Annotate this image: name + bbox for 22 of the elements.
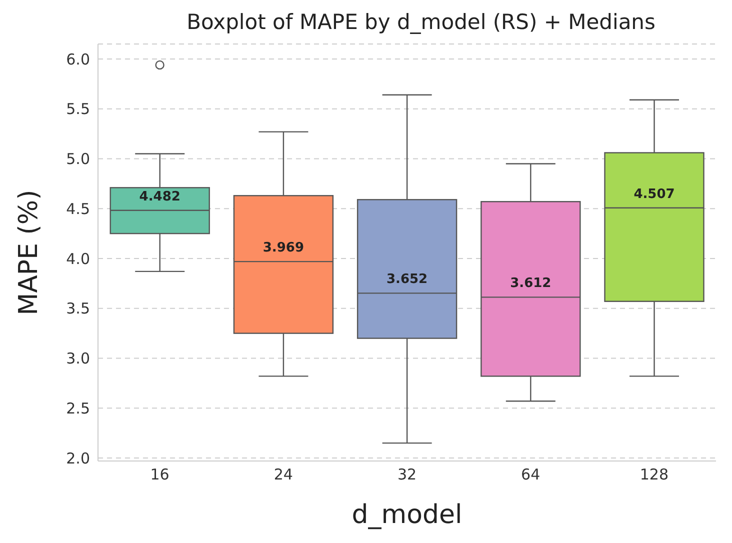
y-tick-label: 3.0 <box>66 350 90 368</box>
text: 3.652 <box>386 272 428 288</box>
y-tick-label: 4.5 <box>66 200 90 218</box>
text: 4.482 <box>139 189 180 204</box>
x-axis-title: d_model <box>352 500 462 530</box>
y-tick-label: 5.0 <box>66 150 90 168</box>
x-tick-label: 24 <box>274 466 293 484</box>
x-tick-label: 128 <box>640 466 669 484</box>
y-tick-label: 2.5 <box>66 399 90 418</box>
y-tick-label: 6.0 <box>66 50 90 68</box>
text: 4.507 <box>634 186 675 202</box>
chart-title: Boxplot of MAPE by d_model (RS) + Medians <box>186 10 656 34</box>
text: 3.612 <box>510 276 552 292</box>
y-tick-label: 3.5 <box>66 300 90 318</box>
y-axis-title: MAPE (%) <box>14 190 44 316</box>
text: 3.969 <box>262 240 304 256</box>
y-tick-label: 2.0 <box>66 449 90 468</box>
y-tick-label: 5.5 <box>66 100 90 118</box>
x-tick-label: 64 <box>521 466 540 484</box>
x-tick-label: 32 <box>397 466 417 484</box>
y-tick-label: 4.0 <box>66 250 90 268</box>
x-tick-label: 16 <box>150 466 170 484</box>
